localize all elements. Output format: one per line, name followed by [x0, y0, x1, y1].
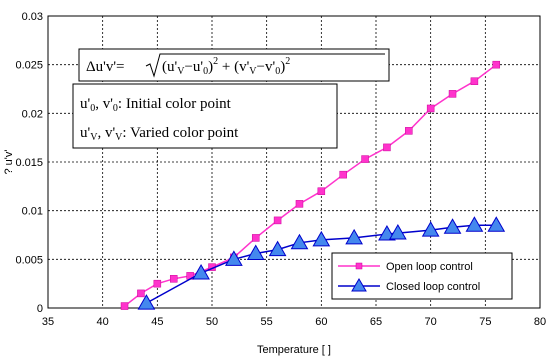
data-point-closed: [137, 294, 156, 310]
x-axis-ticks: 35 40 45 50 55 60 65 70 75 80: [42, 316, 546, 328]
data-point-open: [426, 104, 435, 113]
x-tick-label: 55: [261, 316, 273, 328]
legend: Open loop control Closed loop control: [331, 252, 513, 300]
legend-label-closed: Closed loop control: [386, 281, 480, 293]
data-point-open: [295, 200, 304, 208]
data-point-open: [137, 289, 145, 298]
data-point-open: [273, 216, 282, 225]
legend-marker-open: [355, 262, 363, 270]
data-point-closed: [312, 230, 331, 247]
color-point-box: [72, 83, 338, 149]
x-tick-label: 45: [151, 316, 163, 328]
y-tick-label: 0.025: [15, 60, 43, 72]
data-point-open: [405, 127, 413, 135]
legend-label-open: Open loop control: [386, 261, 473, 273]
y-axis-title: ? u'v': [3, 150, 15, 175]
y-tick-label: 0.01: [22, 206, 43, 218]
data-point-closed: [225, 250, 243, 266]
data-point-open: [361, 155, 369, 163]
x-tick-label: 40: [97, 316, 109, 328]
y-tick-label: 0.03: [22, 11, 43, 23]
y-axis-ticks: 0 0.005 0.01 0.015 0.02 0.025 0.03: [15, 11, 43, 315]
data-point-closed: [290, 233, 309, 250]
data-point-closed: [389, 224, 407, 240]
initial-color-point-text: u'0, v'0: Initial color point: [80, 96, 232, 114]
data-point-open: [470, 77, 479, 85]
data-point-closed: [487, 216, 506, 232]
formula-text: Δu'v'=: [86, 59, 125, 75]
data-point-open: [339, 170, 347, 179]
data-point-closed: [465, 216, 484, 232]
data-point-open: [492, 60, 501, 69]
x-tick-label: 70: [425, 316, 437, 328]
x-tick-label: 50: [206, 316, 218, 328]
color-point-legend-box: u'0, v'0: Initial color point u'V, v'V: …: [72, 83, 338, 149]
x-tick-label: 75: [479, 316, 491, 328]
x-tick-label: 35: [42, 316, 54, 328]
data-point-open: [153, 279, 162, 288]
varied-color-point-text: u'V, v'V: Varied color point: [80, 125, 239, 143]
data-point-open: [120, 302, 129, 310]
x-tick-label: 60: [315, 316, 327, 328]
y-tick-label: 0.015: [15, 157, 43, 169]
x-tick-label: 65: [370, 316, 382, 328]
x-axis-title: Temperature [ ]: [257, 344, 331, 356]
data-point-closed: [268, 240, 287, 257]
data-point-open: [383, 143, 391, 152]
radical-sign: [145, 53, 385, 78]
data-point-closed: [421, 221, 440, 237]
y-tick-label: 0.005: [15, 254, 43, 266]
data-point-closed: [345, 228, 363, 245]
data-point-closed: [246, 244, 265, 260]
legend-marker-closed: [351, 278, 367, 292]
data-point-closed: [443, 218, 462, 234]
series-layer: [120, 60, 506, 310]
data-point-open: [448, 90, 457, 98]
formula-radicand: (u'V−u'0)2 + (v'V−v'0)2: [162, 56, 290, 77]
y-tick-label: 0.02: [22, 108, 43, 120]
data-point-open: [251, 234, 260, 242]
data-point-open: [169, 275, 178, 283]
data-point-open: [317, 187, 326, 195]
formula-annotation: Δu'v'= (u'V−u'0)2 + (v'V−v'0)2: [78, 48, 390, 82]
x-tick-label: 80: [534, 316, 546, 328]
y-tick-label: 0: [37, 303, 43, 315]
data-point-closed: [192, 263, 210, 280]
